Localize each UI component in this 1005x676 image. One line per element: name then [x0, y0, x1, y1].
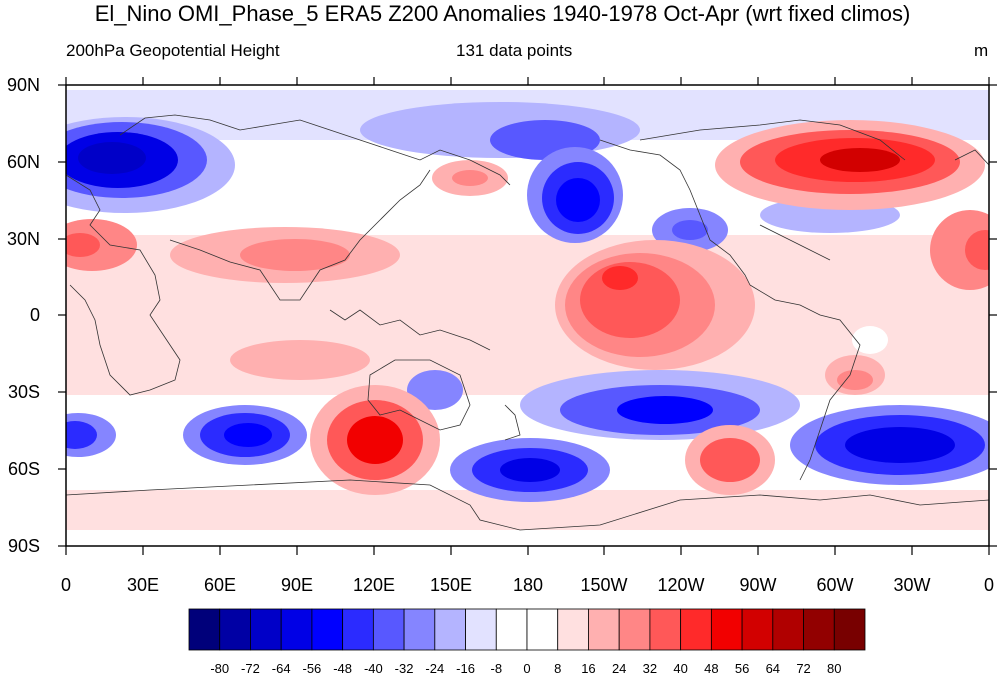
colorbar-tick-label: 72 — [796, 661, 811, 676]
colorbar-tick-label: -32 — [394, 661, 414, 676]
colorbar-tick-label: 48 — [704, 661, 719, 676]
lat-label: 30N — [6, 229, 40, 249]
colorbar-tick-label: 56 — [734, 661, 750, 676]
colorbar-box — [588, 608, 620, 651]
colorbar-tick-label: 32 — [642, 661, 658, 676]
colorbar-tick-label: -72 — [241, 661, 260, 676]
colorbar-tick-label: -48 — [333, 661, 353, 676]
lon-label: 0 — [983, 575, 994, 595]
colorbar-tick-label: 24 — [611, 661, 627, 676]
colorbar-box — [833, 608, 866, 651]
colorbar-box — [618, 608, 651, 651]
lon-label: 30W — [893, 575, 931, 595]
colorbar-box — [495, 608, 528, 651]
lat-label: 30S — [7, 382, 40, 402]
colorbar-box — [372, 608, 405, 651]
colorbar-box — [311, 608, 344, 651]
colorbar-box — [403, 608, 436, 651]
lon-label: 60E — [203, 575, 237, 595]
colorbar-box — [557, 608, 589, 651]
colorbar-tick-label: -16 — [456, 661, 475, 676]
axis-ticks — [58, 77, 997, 555]
lat-label: 0 — [29, 305, 40, 325]
colorbar-tick-label: 16 — [581, 661, 596, 676]
lon-label: 180 — [512, 575, 544, 595]
lon-label: 30E — [126, 575, 160, 595]
lat-label: 90S — [7, 536, 40, 556]
lon-label: 0 — [60, 575, 71, 595]
colorbar-box — [434, 608, 466, 651]
colorbar-box — [465, 608, 497, 651]
plot-title: El_Nino OMI_Phase_5 ERA5 Z200 Anomalies … — [94, 1, 911, 26]
colorbar-tick-label: 80 — [827, 661, 842, 676]
colorbar-tick-label: -40 — [363, 661, 383, 676]
data-points-label: 131 data points — [456, 41, 573, 60]
colorbar-box — [803, 608, 835, 651]
colorbar-tick-label: 0 — [523, 661, 531, 676]
colorbar-tick-label: -56 — [302, 661, 322, 676]
lon-label: 90E — [280, 575, 314, 595]
colorbar-box — [526, 608, 559, 651]
colorbar-box — [741, 608, 774, 651]
lat-label: 60N — [6, 152, 40, 172]
variable-label: 200hPa Geopotential Height — [66, 41, 280, 60]
lon-label: 60W — [816, 575, 854, 595]
colorbar-box — [280, 608, 313, 651]
colorbar-box — [680, 608, 712, 651]
lon-label: 150E — [429, 575, 473, 595]
colorbar-tick-label: -64 — [271, 661, 291, 676]
colorbar-box — [772, 608, 804, 651]
lat-label: 60S — [7, 459, 40, 479]
anomaly-field — [66, 85, 989, 546]
colorbar-box — [649, 608, 682, 651]
lon-label: 120E — [352, 575, 396, 595]
colorbar-box — [219, 608, 251, 651]
colorbar-box — [342, 608, 374, 651]
units-label: m — [974, 41, 989, 60]
lon-label: 150W — [580, 575, 628, 595]
lon-label: 90W — [739, 575, 777, 595]
colorbar-tick-label: 64 — [765, 661, 781, 676]
colorbar-tick-label: -24 — [425, 661, 445, 676]
colorbar-box — [250, 608, 282, 651]
colorbar-tick-label: -8 — [490, 661, 503, 676]
lon-label: 120W — [657, 575, 705, 595]
colorbar-tick-label: -80 — [210, 661, 230, 676]
colorbar-box — [710, 608, 743, 651]
lat-label: 90N — [6, 75, 40, 95]
colorbar-tick-label: 8 — [554, 661, 562, 676]
coastlines — [66, 114, 989, 531]
colorbar — [188, 608, 866, 651]
colorbar-tick-label: 40 — [673, 661, 688, 676]
colorbar-box — [188, 608, 221, 651]
